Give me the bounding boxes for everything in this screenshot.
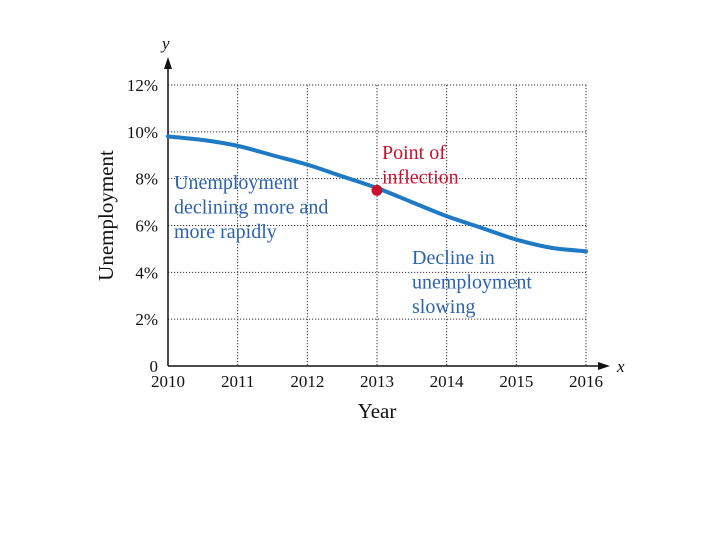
annotation-inflection: Point of inflection xyxy=(382,142,459,189)
y-tick-label: 8% xyxy=(135,170,158,189)
annotation-line: Decline in xyxy=(412,247,495,269)
annotation-line: Point of xyxy=(382,142,446,164)
annotation-line: slowing xyxy=(412,296,475,318)
y-tick-label: 4% xyxy=(135,263,158,282)
x-tick-label: 2012 xyxy=(290,372,324,391)
x-tick-label: 2013 xyxy=(360,372,394,391)
y-axis-title: Unemployment xyxy=(94,150,118,281)
x-tick-label: 2011 xyxy=(221,372,254,391)
inflection-point-marker xyxy=(371,184,383,196)
annotation-line: Unemployment xyxy=(174,172,299,194)
x-axis-variable: x xyxy=(616,357,625,376)
annotation-line: more rapidly xyxy=(174,221,277,243)
x-tick-label: 2015 xyxy=(499,372,533,391)
x-axis-arrow xyxy=(598,362,610,370)
y-tick-label: 12% xyxy=(127,76,158,95)
annotations: Unemployment declining more and more rapid… xyxy=(174,142,532,318)
x-tick-label: 2010 xyxy=(151,372,185,391)
annotation-slowing: Decline in unemployment slowing xyxy=(412,247,532,318)
annotation-line: unemployment xyxy=(412,272,532,294)
annotation-declining: Unemployment declining more and more rapid… xyxy=(174,172,328,243)
annotation-line: inflection xyxy=(382,167,459,189)
y-tick-label: 10% xyxy=(127,123,158,142)
x-tick-label: 2014 xyxy=(430,372,465,391)
x-axis-title: Year xyxy=(358,399,397,423)
y-tick-label: 2% xyxy=(135,310,158,329)
axes xyxy=(164,57,610,370)
y-tick-label: 6% xyxy=(135,217,158,236)
x-tick-label: 2016 xyxy=(569,372,603,391)
y-axis-variable: y xyxy=(160,34,170,53)
y-tick-label: 0 xyxy=(150,357,159,376)
y-axis-arrow xyxy=(164,57,172,69)
grid xyxy=(168,84,587,366)
tick-labels: 2010 2011 2012 2013 2014 2015 2016 0 2% 4% 6% 8% 10%… xyxy=(127,76,603,391)
annotation-line: declining more and xyxy=(174,197,328,219)
